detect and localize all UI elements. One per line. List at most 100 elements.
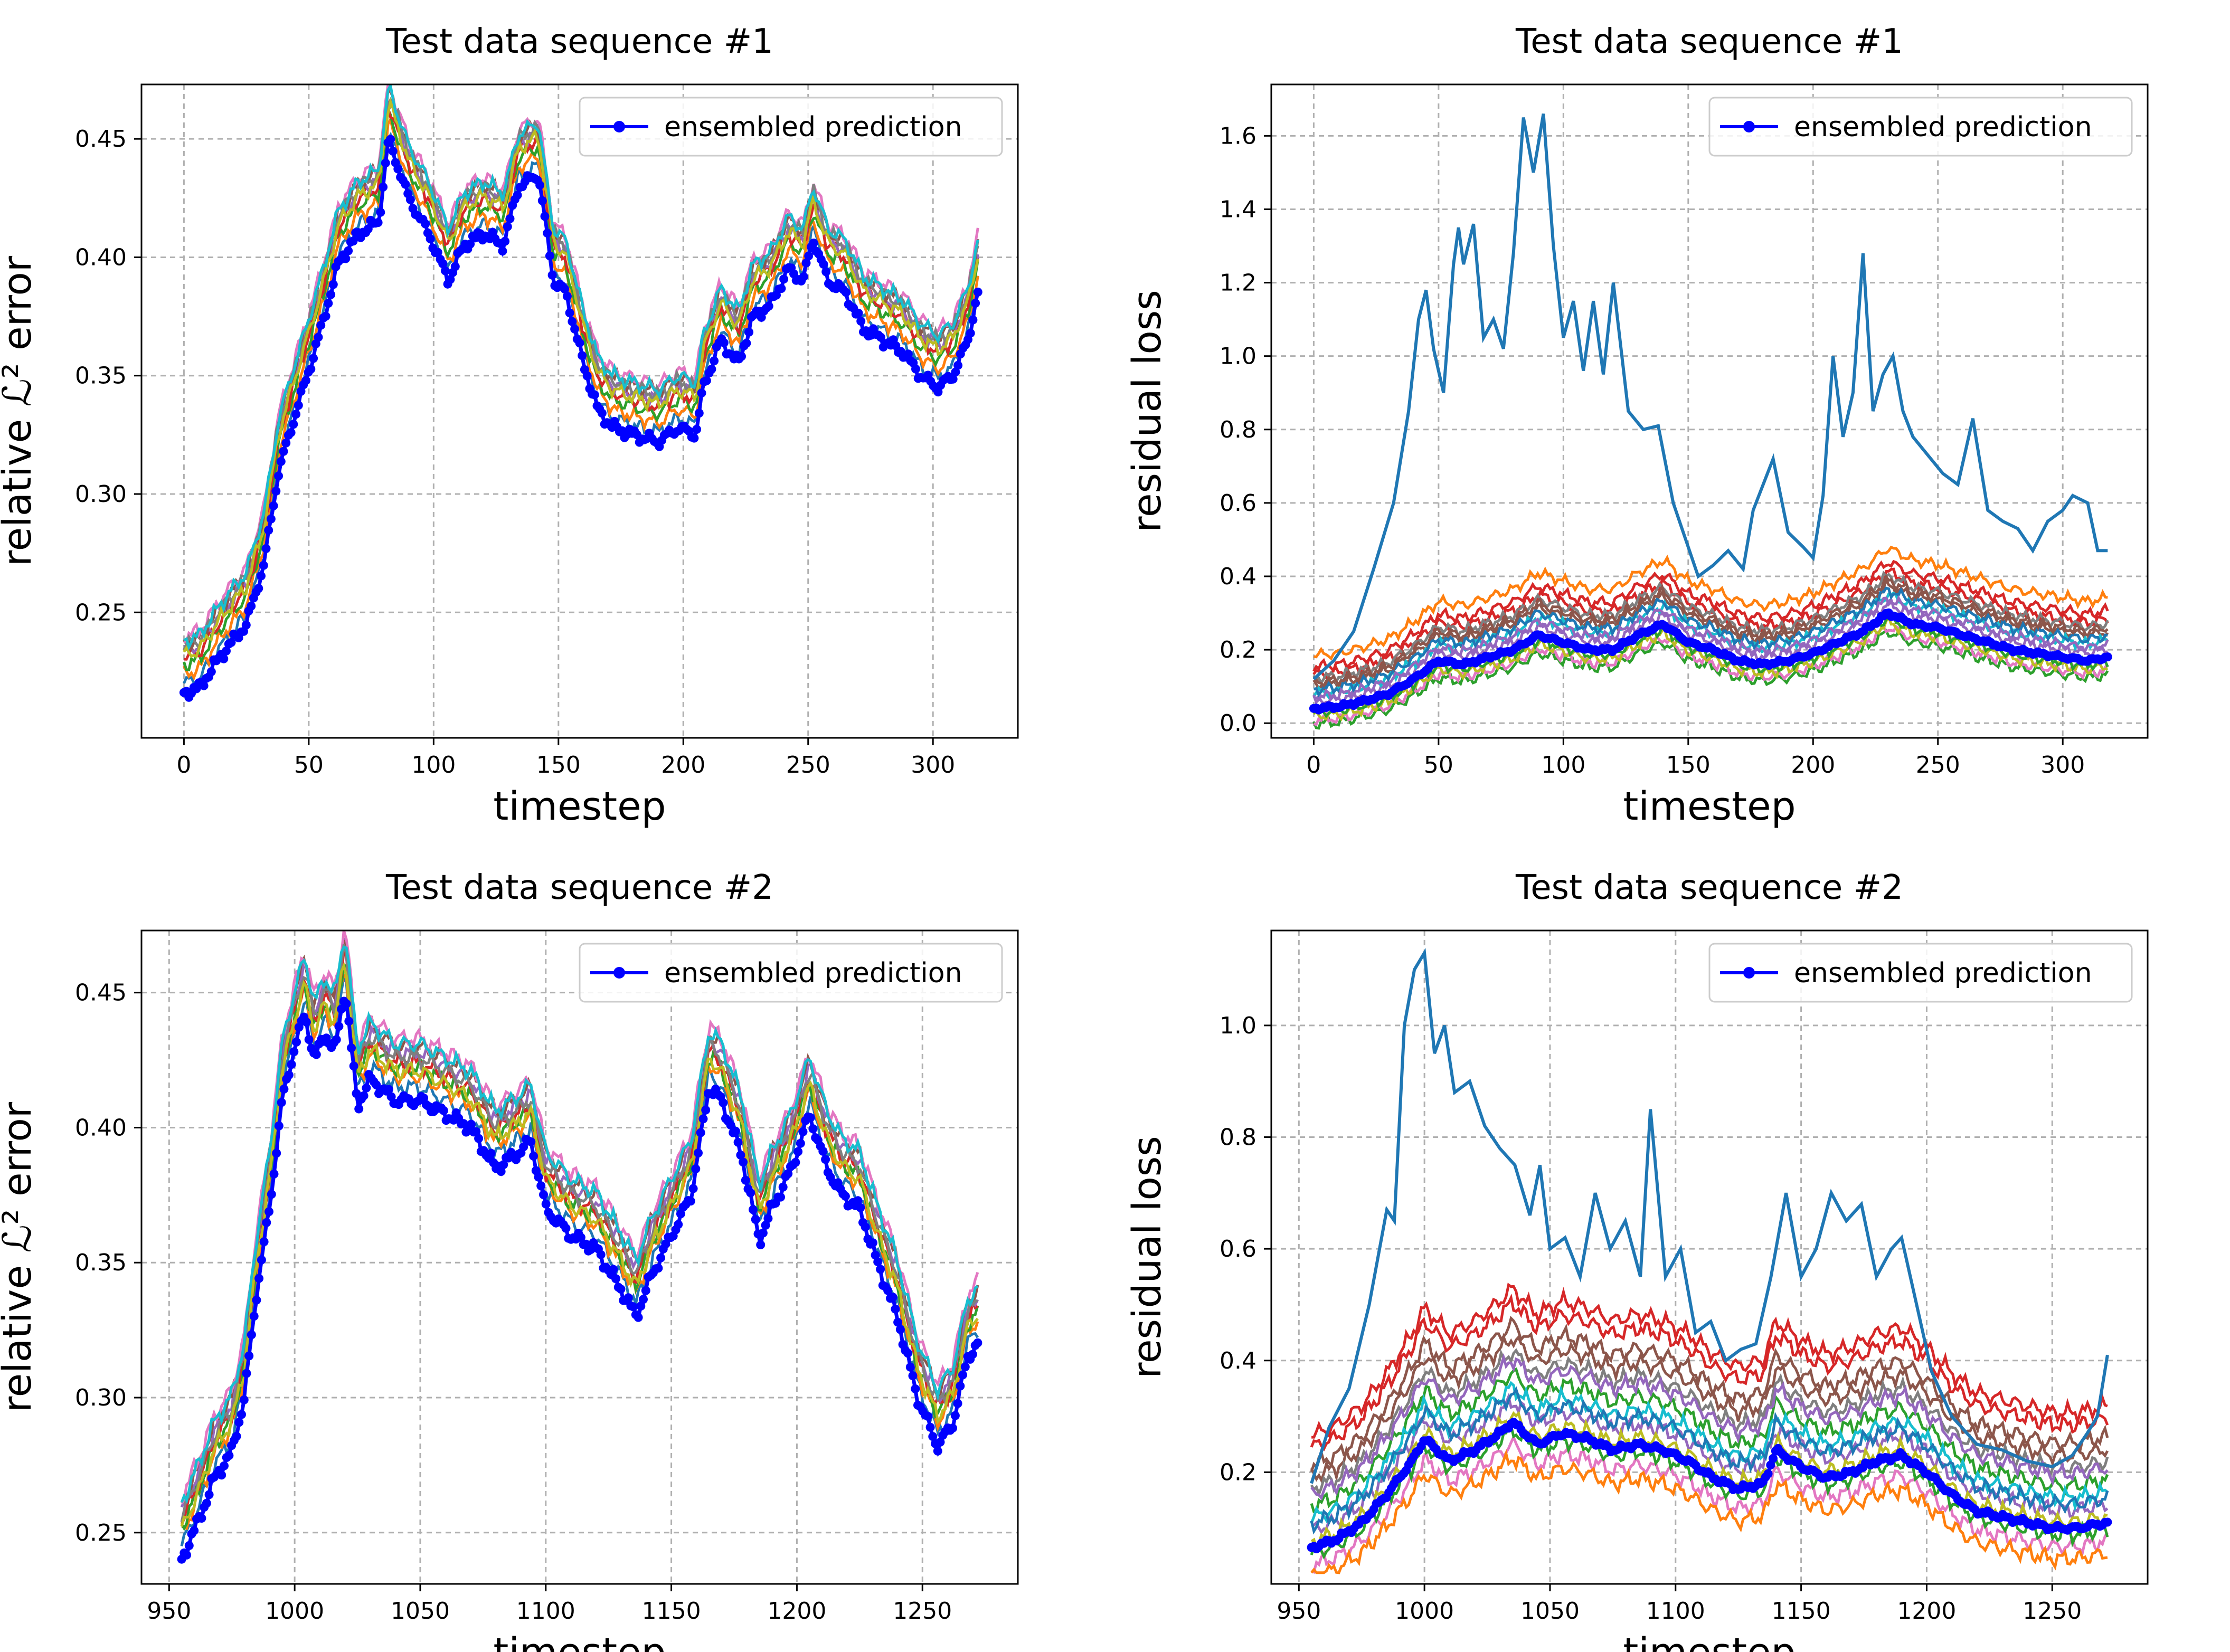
series-point-ensembled-prediction	[279, 447, 288, 456]
series-point-ensembled-prediction	[274, 471, 284, 481]
series-point-ensembled-prediction	[1769, 1454, 1778, 1463]
series-point-ensembled-prediction	[688, 1184, 698, 1193]
series-point-ensembled-prediction	[324, 299, 333, 308]
series-point-ensembled-prediction	[332, 1035, 341, 1045]
series-point-ensembled-prediction	[639, 1295, 648, 1304]
series-point-ensembled-prediction	[733, 1137, 743, 1147]
y-axis-label: residual loss	[1125, 290, 1170, 533]
series-point-ensembled-prediction	[806, 1113, 815, 1122]
y-tick-label: 0.25	[75, 1520, 127, 1546]
series-point-ensembled-prediction	[731, 1126, 740, 1136]
series-line-member-2	[183, 115, 979, 681]
series-point-ensembled-prediction	[761, 1221, 770, 1230]
series-point-ensembled-prediction	[474, 1134, 484, 1143]
series-point-ensembled-prediction	[438, 259, 448, 269]
y-tick-label: 0.25	[75, 599, 127, 626]
series-point-ensembled-prediction	[503, 222, 512, 231]
y-tick-label: 1.0	[1220, 1012, 1256, 1039]
series-point-ensembled-prediction	[234, 1418, 244, 1427]
series-point-ensembled-prediction	[284, 1070, 294, 1080]
series-point-ensembled-prediction	[289, 420, 298, 429]
series-point-ensembled-prediction	[321, 311, 330, 321]
x-axis-label: timestep	[493, 784, 666, 829]
legend-box	[579, 97, 1003, 157]
x-tick-label: 150	[536, 752, 581, 778]
series-point-ensembled-prediction	[499, 1160, 508, 1170]
series-point-ensembled-prediction	[936, 1437, 945, 1447]
series-point-ensembled-prediction	[565, 308, 574, 318]
series-point-ensembled-prediction	[342, 999, 351, 1009]
series-point-ensembled-prediction	[948, 1423, 958, 1433]
legend: ensembled prediction	[579, 97, 1003, 157]
series-point-ensembled-prediction	[316, 320, 326, 330]
series-point-ensembled-prediction	[629, 1302, 638, 1312]
y-tick-label: 1.0	[1220, 343, 1256, 370]
series-line-member-1	[180, 973, 979, 1546]
axes-frame	[1270, 929, 2149, 1585]
series-point-ensembled-prediction	[793, 1147, 803, 1156]
series-point-ensembled-prediction	[568, 317, 577, 326]
series-point-ensembled-prediction	[777, 284, 786, 293]
y-axis-label: relative ℒ² error	[0, 255, 40, 566]
chart-title: Test data sequence #1	[1515, 22, 1903, 61]
plot-area	[177, 931, 982, 1564]
series-point-ensembled-prediction	[306, 364, 316, 374]
series-point-ensembled-prediction	[783, 1169, 793, 1179]
series-point-ensembled-prediction	[466, 1119, 476, 1129]
x-tick-label: 1050	[1520, 1598, 1580, 1625]
x-tick-label: 50	[1424, 752, 1453, 778]
legend-label: ensembled prediction	[664, 111, 962, 143]
series-point-ensembled-prediction	[809, 239, 818, 248]
plot-area	[179, 84, 982, 702]
x-axis-label: timestep	[1623, 1630, 1796, 1652]
x-tick-label: 300	[911, 752, 955, 778]
series-point-ensembled-prediction	[707, 365, 716, 374]
series-point-ensembled-prediction	[381, 158, 390, 168]
series-point-ensembled-prediction	[971, 299, 980, 308]
series-point-ensembled-prediction	[537, 196, 547, 205]
series-line-outlier	[1312, 113, 2108, 680]
y-tick-label: 0.35	[75, 363, 127, 390]
series-line-member-13	[1310, 1353, 2109, 1501]
series-point-ensembled-prediction	[840, 1192, 850, 1201]
series-point-ensembled-prediction	[242, 1369, 251, 1378]
series-point-ensembled-prediction	[500, 236, 510, 246]
y-tick-label: 0.45	[75, 126, 127, 153]
series-point-ensembled-prediction	[948, 374, 958, 384]
series-point-ensembled-prediction	[267, 1190, 276, 1199]
x-tick-label: 250	[786, 752, 830, 778]
series-line-member-4	[1311, 1283, 2108, 1439]
series-point-ensembled-prediction	[656, 1253, 666, 1262]
x-axis-label: timestep	[1623, 784, 1796, 829]
series-point-ensembled-prediction	[749, 1205, 758, 1214]
series-point-ensembled-prediction	[446, 275, 455, 284]
series-point-ensembled-prediction	[801, 258, 811, 268]
y-axis-label: residual loss	[1125, 1136, 1170, 1379]
y-tick-label: 0.45	[75, 980, 127, 1007]
series-point-ensembled-prediction	[582, 371, 592, 381]
series-point-ensembled-prediction	[440, 266, 450, 276]
legend-label: ensembled prediction	[1794, 957, 2092, 989]
series-point-ensembled-prediction	[309, 354, 318, 363]
series-point-ensembled-prediction	[691, 1164, 701, 1174]
series-point-ensembled-prediction	[590, 390, 599, 400]
plot-area	[1309, 113, 2112, 730]
series-point-ensembled-prediction	[362, 1083, 371, 1093]
series-point-ensembled-prediction	[818, 1146, 828, 1156]
series-point-ensembled-prediction	[689, 433, 699, 443]
series-point-ensembled-prediction	[182, 1550, 192, 1560]
series-point-ensembled-prediction	[373, 218, 383, 227]
x-tick-label: 1100	[516, 1598, 575, 1625]
x-tick-label: 950	[1277, 1598, 1321, 1625]
series-point-ensembled-prediction	[269, 501, 278, 510]
series-point-ensembled-prediction	[973, 1338, 982, 1347]
legend-marker-swatch	[1743, 967, 1755, 979]
series-point-ensembled-prediction	[676, 1209, 685, 1219]
series-point-ensembled-prediction	[536, 1181, 546, 1191]
series-point-ensembled-prediction	[241, 620, 251, 630]
series-point-ensembled-prediction	[576, 1233, 585, 1242]
series-line-member-9	[1310, 1449, 2108, 1574]
series-point-ensembled-prediction	[696, 1128, 705, 1137]
y-tick-label: 0.8	[1220, 416, 1256, 443]
